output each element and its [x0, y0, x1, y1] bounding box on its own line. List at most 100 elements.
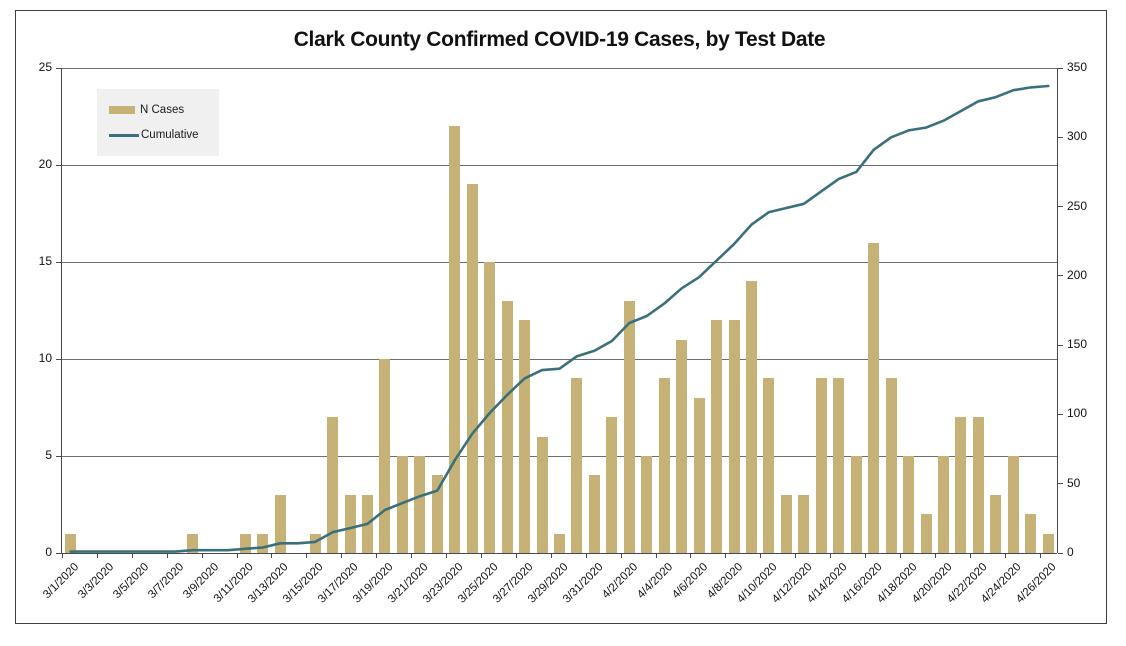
- right-axis-label-300: 300: [1067, 129, 1088, 144]
- x-tick-3/21/2020: [411, 554, 413, 558]
- bar-3/16/2020: [327, 417, 339, 553]
- right-axis-label-350: 350: [1067, 60, 1088, 74]
- left-axis-label-0: 0: [45, 545, 52, 559]
- x-tick-4/24/2020: [1004, 554, 1006, 558]
- bar-4/5/2020: [676, 339, 688, 553]
- right-tick-300: [1058, 136, 1063, 138]
- legend-item-cumulative: Cumulative: [109, 129, 219, 141]
- bar-4/12/2020: [798, 494, 810, 553]
- x-tick-3/11/2020: [236, 554, 238, 558]
- bar-3/30/2020: [571, 378, 583, 553]
- bar-3/8/2020: [187, 533, 199, 553]
- x-tick-3/15/2020: [306, 554, 308, 558]
- right-tick-200: [1058, 275, 1063, 277]
- x-tick-4/26/2020: [1039, 554, 1041, 558]
- right-axis-label-200: 200: [1067, 267, 1088, 282]
- x-axis-label-4/4/2020: 4/4/2020: [634, 561, 676, 602]
- left-axis-line: [61, 68, 62, 553]
- figure-border: [15, 10, 1107, 624]
- bar-4/25/2020: [1025, 514, 1037, 553]
- bar-3/29/2020: [554, 533, 565, 553]
- line-series-swatch-icon: [109, 133, 139, 137]
- x-tick-3/23/2020: [446, 554, 448, 558]
- x-axis-label-4/2/2020: 4/2/2020: [599, 561, 641, 602]
- bar-4/17/2020: [885, 378, 897, 553]
- bar-3/25/2020: [484, 262, 496, 553]
- left-tick-15: [56, 261, 61, 263]
- gridline-y-15: [62, 261, 1057, 263]
- bar-4/22/2020: [972, 417, 984, 553]
- x-tick-3/13/2020: [271, 554, 273, 558]
- right-axis-label-250: 250: [1067, 198, 1088, 213]
- bar-4/15/2020: [850, 456, 862, 553]
- legend: N Cases Cumulative: [97, 89, 219, 156]
- bar-4/26/2020: [1042, 533, 1054, 553]
- bar-3/27/2020: [519, 320, 531, 553]
- bar-3/22/2020: [431, 475, 443, 553]
- x-tick-3/17/2020: [341, 554, 343, 558]
- bar-3/15/2020: [309, 533, 321, 553]
- bar-4/1/2020: [606, 417, 618, 553]
- bar-4/6/2020: [693, 397, 705, 553]
- x-tick-3/19/2020: [376, 554, 378, 558]
- right-tick-50: [1058, 483, 1063, 485]
- gridline-y-25: [62, 67, 1057, 69]
- x-axis-label-3/7/2020: 3/7/2020: [146, 561, 187, 602]
- left-tick-0: [56, 552, 61, 554]
- bar-4/18/2020: [903, 456, 915, 553]
- x-tick-3/3/2020: [96, 554, 98, 558]
- x-tick-3/1/2020: [62, 554, 63, 558]
- bar-4/13/2020: [815, 378, 827, 553]
- legend-item-n-cases: N Cases: [109, 104, 219, 116]
- gridline-y-20: [62, 164, 1057, 166]
- bar-4/19/2020: [920, 514, 932, 553]
- left-axis-label-5: 5: [45, 448, 52, 462]
- bar-4/20/2020: [938, 456, 950, 553]
- bar-4/10/2020: [763, 378, 775, 553]
- right-axis-label-100: 100: [1067, 406, 1088, 421]
- right-tick-150: [1058, 344, 1063, 346]
- x-tick-4/2/2020: [620, 554, 622, 558]
- x-tick-3/27/2020: [515, 554, 517, 558]
- bar-3/24/2020: [466, 184, 478, 553]
- x-tick-4/8/2020: [725, 554, 727, 558]
- bar-3/13/2020: [274, 494, 286, 553]
- left-tick-5: [56, 455, 61, 457]
- x-tick-3/7/2020: [166, 554, 168, 558]
- right-axis-label-50: 50: [1067, 475, 1081, 490]
- left-axis-label-20: 20: [38, 157, 52, 171]
- bar-4/23/2020: [990, 494, 1002, 553]
- chart-title: Clark County Confirmed COVID-19 Cases, b…: [293, 28, 826, 51]
- x-axis-label-3/1/2020: 3/1/2020: [41, 561, 82, 602]
- bar-3/20/2020: [396, 456, 408, 553]
- bar-3/12/2020: [257, 533, 269, 553]
- bar-4/14/2020: [833, 378, 845, 553]
- left-axis-label-15: 15: [38, 254, 52, 268]
- x-tick-4/20/2020: [934, 554, 936, 558]
- bar-4/3/2020: [641, 456, 653, 553]
- x-tick-4/12/2020: [795, 554, 797, 558]
- gridline-y-10: [62, 358, 1057, 360]
- left-tick-10: [56, 358, 61, 360]
- bar-3/18/2020: [361, 494, 373, 553]
- x-tick-4/16/2020: [864, 554, 866, 558]
- bar-3/11/2020: [239, 533, 251, 553]
- bar-4/16/2020: [868, 242, 880, 553]
- x-tick-3/5/2020: [131, 554, 133, 558]
- x-tick-4/6/2020: [690, 554, 692, 558]
- bar-4/11/2020: [780, 494, 792, 553]
- left-tick-25: [56, 67, 61, 69]
- x-axis-label-4/6/2020: 4/6/2020: [669, 561, 710, 602]
- x-tick-4/10/2020: [760, 554, 762, 558]
- left-tick-20: [56, 164, 61, 166]
- bar-4/24/2020: [1007, 456, 1019, 553]
- bar-3/1/2020: [65, 533, 77, 553]
- x-axis-line: [61, 553, 1057, 554]
- legend-label-n-cases: N Cases: [140, 104, 185, 116]
- x-axis-label-3/3/2020: 3/3/2020: [76, 561, 117, 602]
- bar-4/8/2020: [728, 320, 740, 553]
- right-tick-0: [1058, 552, 1063, 554]
- bar-3/26/2020: [501, 300, 513, 553]
- x-tick-3/9/2020: [201, 554, 203, 558]
- bar-4/9/2020: [746, 281, 758, 553]
